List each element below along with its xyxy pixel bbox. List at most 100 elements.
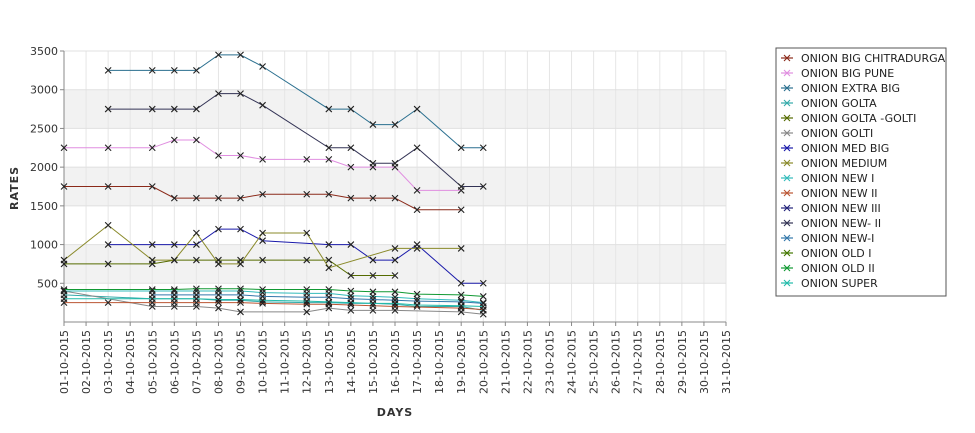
x-tick-label: 25-10-2015 [588, 330, 601, 394]
x-tick-label: 04-10-2015 [124, 330, 137, 394]
data-point [193, 256, 200, 264]
data-point [391, 303, 399, 310]
x-tick-label: 28-10-2015 [654, 330, 667, 394]
data-point [303, 190, 311, 198]
series-line [152, 294, 484, 304]
data-point [391, 272, 399, 279]
legend-label: ONION NEW-I [801, 232, 874, 245]
data-point [170, 66, 178, 74]
data-point [457, 183, 465, 190]
data-point [325, 286, 333, 293]
data-point [347, 287, 355, 295]
data-point [347, 306, 355, 314]
legend-label: ONION SUPER [801, 277, 878, 290]
legend-item: ONION NEW II [781, 187, 878, 200]
data-point [479, 303, 487, 310]
x-tick-label: 22-10-2015 [521, 330, 534, 394]
data-point [148, 286, 156, 293]
legend-swatch-marker [783, 279, 791, 287]
data-point [104, 221, 112, 229]
data-point [391, 194, 399, 202]
data-point [391, 256, 399, 264]
series-1 [60, 136, 465, 194]
data-point [215, 296, 222, 303]
data-point [259, 300, 266, 307]
data-point [148, 295, 156, 303]
data-point [325, 144, 333, 152]
data-point [457, 245, 465, 252]
data-point [148, 105, 156, 113]
data-point [413, 186, 421, 194]
legend-label: ONION BIG PUNE [801, 67, 894, 80]
x-tick-label: 26-10-2015 [610, 330, 623, 394]
legend-swatch-marker [783, 249, 791, 257]
data-point [347, 163, 355, 171]
data-point [303, 156, 311, 163]
data-point [193, 285, 200, 293]
data-point [60, 183, 68, 190]
series-14 [60, 285, 487, 300]
data-point [303, 308, 311, 316]
legend-item: ONION NEW I [781, 172, 874, 185]
data-point [170, 241, 178, 248]
legend-label: ONION NEW- II [801, 217, 881, 230]
data-point [369, 121, 377, 128]
data-point [148, 256, 156, 264]
data-point [215, 299, 222, 307]
data-point [369, 272, 377, 279]
data-point [237, 285, 244, 293]
legend-item: ONION NEW- II [781, 217, 881, 230]
data-point [193, 229, 200, 237]
plot-series [60, 51, 487, 318]
x-tick-label: 02-10-2015 [80, 330, 93, 394]
data-point [457, 279, 465, 287]
data-point [457, 206, 465, 214]
data-point [457, 144, 465, 152]
legend-label: ONION MEDIUM [801, 157, 887, 170]
legend-item: ONION OLD I [781, 247, 872, 260]
legend-label: ONION NEW I [801, 172, 874, 185]
legend-label: ONION EXTRA BIG [801, 82, 900, 95]
data-point [325, 156, 333, 163]
legend-swatch-marker [783, 174, 791, 182]
legend-item: ONION MEDIUM [781, 157, 887, 170]
x-tick-label: 09-10-2015 [235, 330, 248, 394]
data-point [60, 256, 68, 264]
legend-label: ONION NEW II [801, 187, 878, 200]
data-point [347, 272, 355, 279]
data-point [259, 63, 266, 70]
legend-item: ONION GOLTA [781, 97, 877, 110]
x-tick-label: 18-10-2015 [433, 330, 446, 394]
data-point [259, 229, 266, 237]
data-point [104, 241, 112, 248]
data-point [170, 194, 178, 202]
x-axis-title: DAYS [377, 406, 413, 419]
data-point [413, 206, 421, 214]
data-point [170, 105, 178, 113]
data-point [193, 136, 200, 144]
legend-item: ONION NEW III [781, 202, 881, 215]
data-point [325, 105, 333, 113]
x-tick-label: 06-10-2015 [168, 330, 181, 394]
x-tick-label: 15-10-2015 [367, 330, 380, 394]
data-point [479, 300, 487, 307]
data-point [479, 306, 487, 313]
data-point [347, 241, 355, 248]
data-point [148, 241, 156, 248]
data-point [325, 190, 333, 198]
legend-label: ONION OLD I [801, 247, 872, 260]
series-line [108, 54, 484, 149]
data-point [148, 183, 156, 190]
y-axis-ticks: 500 1000 1500 2000 2500 3000 3500 [30, 45, 64, 290]
data-point [479, 144, 487, 152]
data-point [215, 152, 222, 159]
data-point [215, 90, 222, 97]
data-point [391, 288, 399, 296]
data-point [391, 293, 399, 301]
data-point [369, 159, 377, 167]
legend-swatch-marker [783, 234, 791, 242]
data-point [193, 66, 200, 74]
data-point [104, 105, 112, 113]
y-tick-label: 1500 [30, 200, 58, 213]
